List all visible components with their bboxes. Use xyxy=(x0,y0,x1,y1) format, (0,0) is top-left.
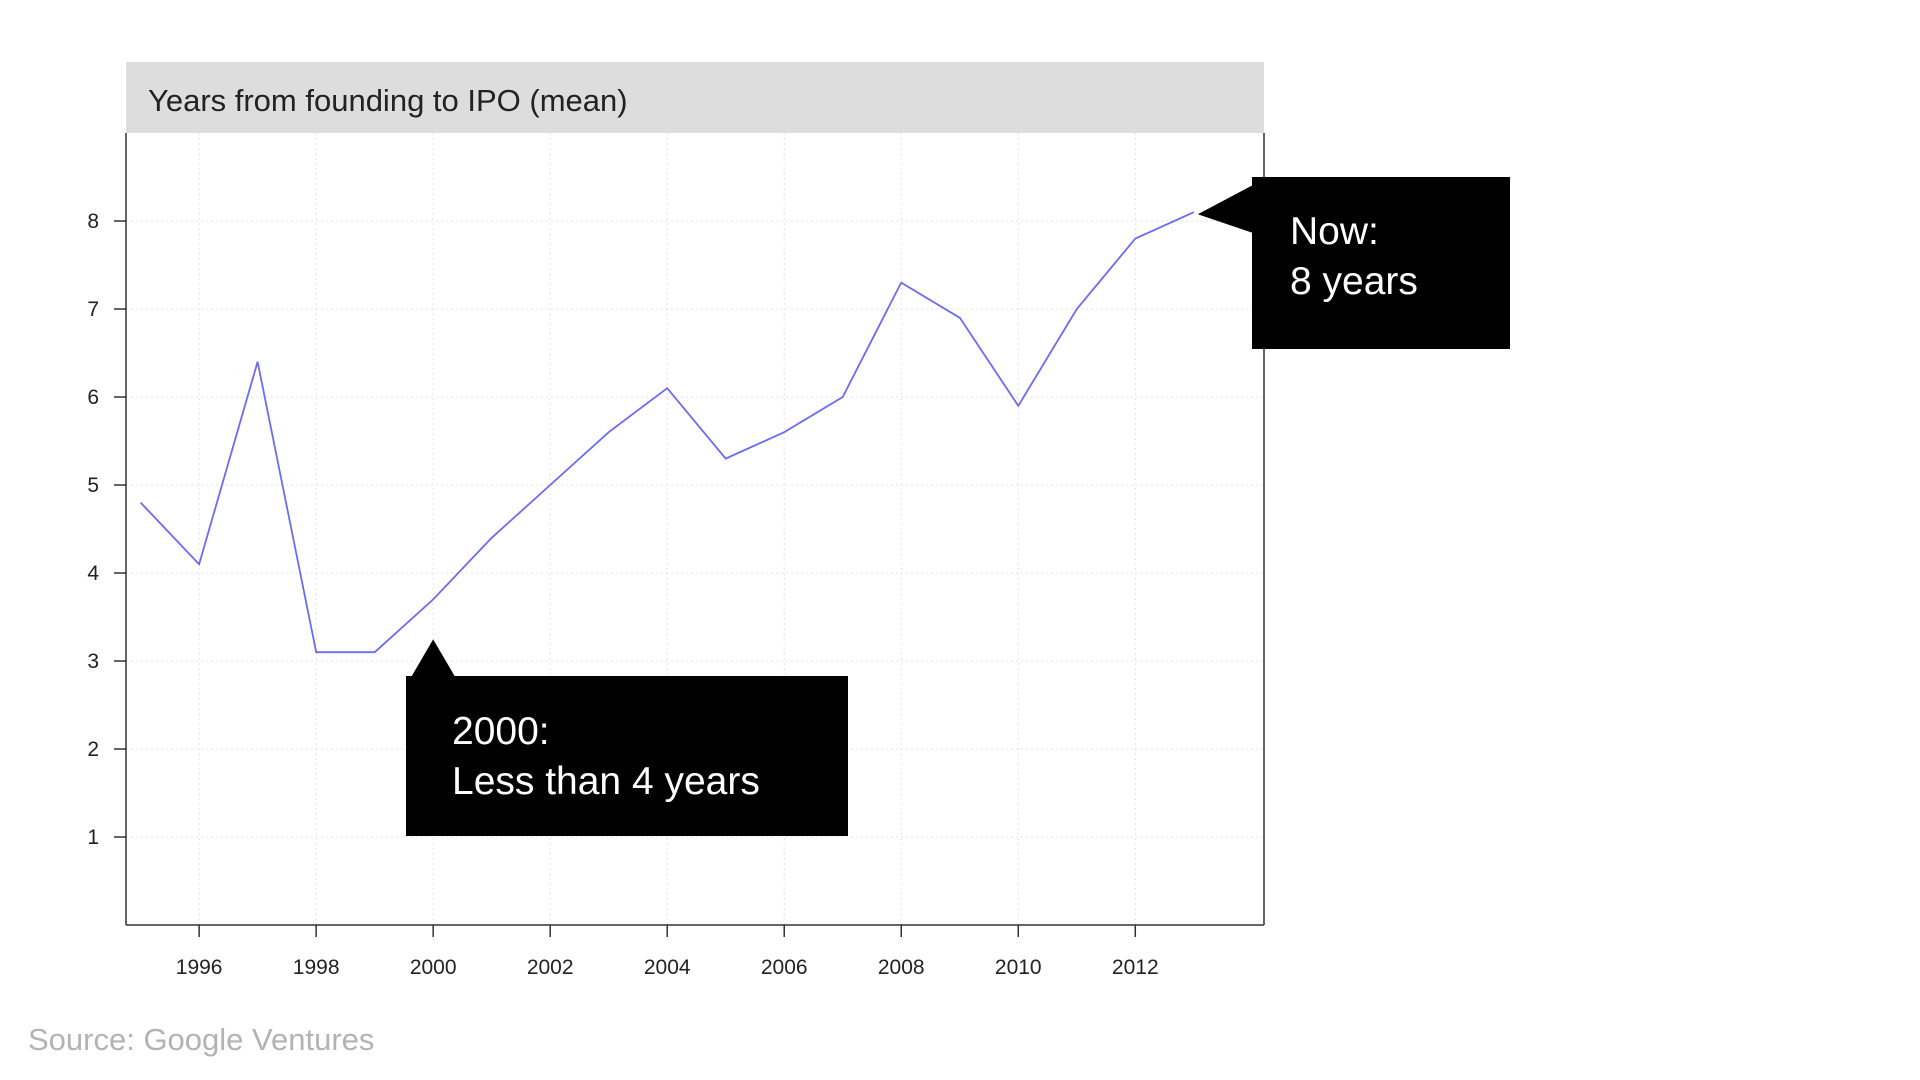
callout-2000-line2: Less than 4 years xyxy=(452,760,760,803)
x-tick-label: 2012 xyxy=(1112,956,1159,979)
callout-2000-line1: 2000: xyxy=(452,710,550,753)
x-tick-label: 2008 xyxy=(878,956,925,979)
y-tick-label: 7 xyxy=(87,298,99,321)
x-tick-label: 1998 xyxy=(293,956,340,979)
callouts: 2000: Less than 4 years Now: 8 years xyxy=(406,177,1510,836)
y-tick-label: 5 xyxy=(87,474,99,497)
series-line xyxy=(139,211,1195,654)
callout-2000: 2000: Less than 4 years xyxy=(406,639,848,836)
grid xyxy=(126,133,1264,925)
callout-now: Now: 8 years xyxy=(1197,177,1510,349)
y-tick-label: 1 xyxy=(87,826,99,849)
chart-title-bar xyxy=(126,62,1264,133)
y-tick-label: 3 xyxy=(87,650,99,673)
x-tick-label: 2002 xyxy=(527,956,574,979)
callout-now-box xyxy=(1252,177,1510,349)
x-tick-label: 2004 xyxy=(644,956,691,979)
x-tick-label: 2000 xyxy=(410,956,457,979)
y-tick-label: 8 xyxy=(87,210,99,233)
y-tick-label: 4 xyxy=(87,562,99,585)
callout-2000-box xyxy=(406,676,848,836)
callout-now-line1: Now: xyxy=(1290,210,1379,253)
callout-2000-pointer xyxy=(411,639,456,677)
callout-now-pointer xyxy=(1197,185,1253,233)
x-tick-label: 2010 xyxy=(995,956,1042,979)
series-layer xyxy=(139,211,1195,654)
axes: 1 2 3 4 5 6 7 8 1996 1998 2000 2002 2004 2006 2008 2010… xyxy=(87,133,1265,979)
callout-now-line2: 8 years xyxy=(1290,260,1418,303)
x-tick-label: 2006 xyxy=(761,956,808,979)
source-note: Source: Google Ventures xyxy=(28,1022,375,1057)
chart-title: Years from founding to IPO (mean) xyxy=(148,83,628,118)
x-tick-label: 1996 xyxy=(176,956,223,979)
y-tick-label: 6 xyxy=(87,386,99,409)
y-tick-label: 2 xyxy=(87,738,99,761)
